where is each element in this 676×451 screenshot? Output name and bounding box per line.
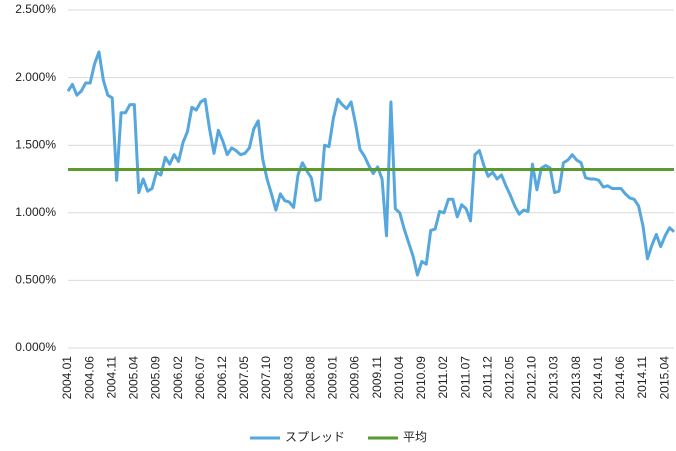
x-tick-label: 2005.09 <box>149 356 163 400</box>
x-tick-label: 2006.07 <box>193 356 207 400</box>
x-tick-label: 2015.04 <box>657 356 671 400</box>
legend-label: 平均 <box>403 430 427 444</box>
x-tick-label: 2007.10 <box>259 356 273 400</box>
legend-label: スプレッド <box>285 430 345 444</box>
x-tick-label: 2014.11 <box>635 356 649 399</box>
y-tick-label: 0.500% <box>15 273 56 287</box>
x-tick-label: 2005.04 <box>127 356 141 400</box>
x-tick-label: 2011.02 <box>436 356 450 399</box>
x-tick-label: 2012.10 <box>525 356 539 400</box>
line-series <box>66 50 676 277</box>
x-tick-label: 2006.02 <box>171 356 185 400</box>
x-tick-label: 2008.03 <box>281 356 295 400</box>
x-tick-label: 2009.01 <box>326 356 340 400</box>
y-tick-label: 1.500% <box>15 137 56 151</box>
x-tick-label: 2004.06 <box>82 356 96 400</box>
x-tick-label: 2009.11 <box>370 356 384 399</box>
x-tick-label: 2004.01 <box>60 356 74 400</box>
x-tick-label: 2004.11 <box>104 356 118 399</box>
y-tick-label: 2.500% <box>15 2 56 16</box>
x-tick-label: 2014.01 <box>591 356 605 400</box>
x-tick-label: 2014.06 <box>613 356 627 400</box>
x-tick-label: 2013.08 <box>569 356 583 400</box>
x-tick-label: 2010.04 <box>392 356 406 400</box>
x-tick-label: 2007.05 <box>237 356 251 400</box>
x-tick-label: 2013.03 <box>547 356 561 400</box>
x-tick-label: 2011.12 <box>480 356 494 399</box>
y-tick-label: 2.000% <box>15 70 56 84</box>
y-tick-label: 0.000% <box>15 340 56 354</box>
y-tick-label: 1.000% <box>15 205 56 219</box>
x-tick-label: 2008.08 <box>303 356 317 400</box>
x-tick-label: 2006.12 <box>215 356 229 400</box>
x-tick-label: 2012.05 <box>503 356 517 400</box>
x-tick-label: 2011.07 <box>458 356 472 399</box>
x-tick-label: 2010.09 <box>414 356 428 400</box>
x-tick-label: 2009.06 <box>348 356 362 400</box>
